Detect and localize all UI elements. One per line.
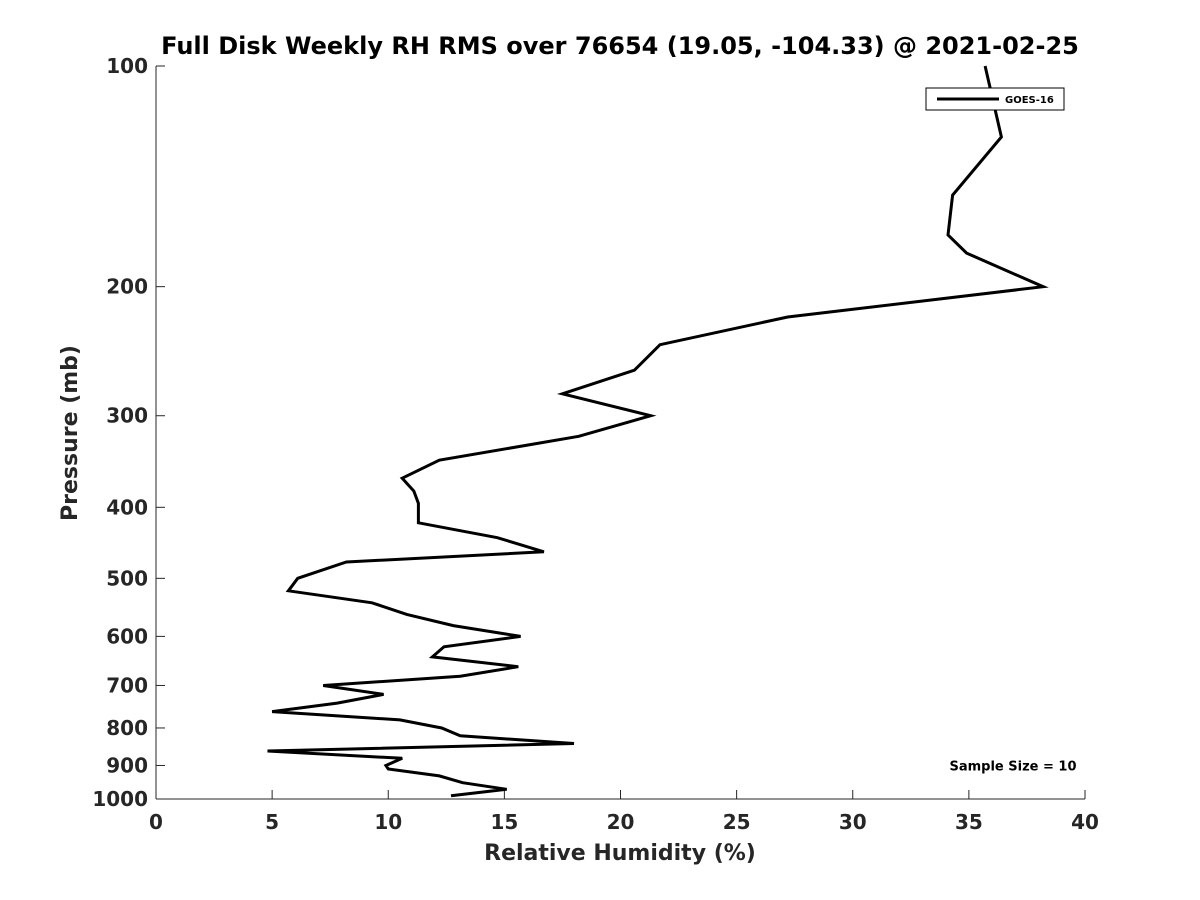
x-tick-label: 30 <box>839 810 867 834</box>
y-tick-label: 300 <box>106 404 148 428</box>
y-tick-label: 800 <box>106 716 148 740</box>
x-tick-label: 15 <box>490 810 518 834</box>
x-tick-label: 40 <box>1071 810 1099 834</box>
y-tick-label: 400 <box>106 495 148 519</box>
x-tick-label: 25 <box>723 810 751 834</box>
legend: GOES-16 <box>925 87 1065 111</box>
ticks: 0 5 10 15 20 25 30 35 40 100 200 300 400 500 600 700 800… <box>92 54 1099 834</box>
x-tick-label: 10 <box>374 810 402 834</box>
x-tick-label: 35 <box>955 810 983 834</box>
x-tick-label: 20 <box>607 810 635 834</box>
annotations: Sample Size = 10 <box>949 759 1076 774</box>
x-tick-label: 0 <box>149 810 163 834</box>
series-line-goes-16 <box>267 65 1049 798</box>
y-tick-label: 900 <box>106 753 148 777</box>
y-axis-label: Pressure (mb) <box>58 345 83 521</box>
chart-title: Full Disk Weekly RH RMS over 76654 (19.0… <box>161 32 1079 60</box>
y-tick-label: 600 <box>106 624 148 648</box>
y-tick-label: 500 <box>106 566 148 590</box>
y-tick-label: 100 <box>106 54 148 78</box>
sample-size-annotation: Sample Size = 10 <box>949 759 1076 774</box>
y-tick-label: 200 <box>106 275 148 299</box>
x-axis-label: Relative Humidity (%) <box>484 841 756 866</box>
y-tick-label: 1000 <box>92 787 148 811</box>
axes <box>155 66 1085 800</box>
legend-label-goes-16: GOES-16 <box>1005 95 1054 106</box>
x-tick-label: 5 <box>265 810 279 834</box>
series-layer <box>267 65 1049 798</box>
y-tick-label: 700 <box>106 673 148 697</box>
y-axis-label-group: Pressure (mb) <box>58 345 83 521</box>
